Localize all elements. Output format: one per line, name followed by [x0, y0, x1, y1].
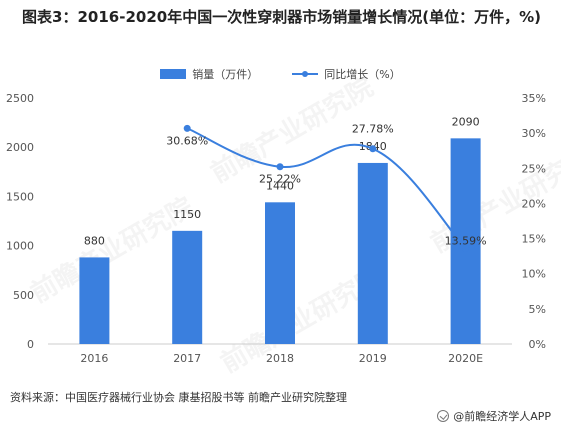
growth-data-label: 25.22% — [259, 173, 301, 186]
y-left-tick-label: 1000 — [6, 240, 34, 253]
growth-data-label: 27.78% — [352, 123, 394, 136]
y-right-tick-label: 25% — [522, 162, 546, 175]
legend-line-label: 同比增长（%） — [324, 68, 401, 81]
legend-item-line: 同比增长（%） — [292, 66, 401, 82]
bar-data-label: 2090 — [452, 115, 480, 128]
y-right-tick-label: 15% — [522, 233, 546, 246]
y-right-tick-label: 10% — [522, 268, 546, 281]
source-note: 资料来源：中国医疗器械行业协会 康基招股书等 前瞻产业研究院整理 — [10, 391, 347, 404]
growth-point — [462, 244, 470, 252]
x-tick-label: 2018 — [266, 352, 294, 365]
y-left-tick-label: 2500 — [6, 92, 34, 105]
x-tick-label: 2020E — [448, 352, 483, 365]
growth-data-label: 30.68% — [166, 134, 208, 147]
y-left-tick-label: 500 — [13, 289, 34, 302]
growth-data-label: 13.59% — [445, 234, 487, 247]
legend-line-swatch — [292, 71, 319, 77]
growth-line — [186, 127, 467, 250]
y-right-tick-label: 5% — [529, 303, 546, 316]
y-left-tick-label: 1500 — [6, 190, 34, 203]
bar — [357, 162, 388, 344]
bar-data-label: 880 — [84, 234, 105, 247]
x-tick-label: 2017 — [173, 352, 201, 365]
x-tick-label: 2019 — [359, 352, 387, 365]
legend-bar-label: 销量（万件） — [192, 68, 259, 81]
chart-title: 图表3：2016-2020年中国一次性穿刺器市场销量增长情况(单位：万件，%) — [22, 8, 541, 26]
growth-point — [183, 124, 191, 132]
growth-point — [369, 145, 377, 153]
legend-bar-swatch — [160, 69, 187, 79]
y-right-tick-label: 35% — [522, 92, 546, 105]
legend-item-bar: 销量（万件） — [160, 66, 258, 82]
brand-logo-icon — [437, 410, 450, 422]
bar — [79, 257, 110, 344]
bar-data-label: 1440 — [266, 179, 294, 192]
y-left-tick-label: 0 — [27, 338, 34, 351]
y-right-tick-label: 0% — [529, 338, 546, 351]
bar-data-label: 1150 — [173, 208, 201, 221]
brand-credit: @前瞻经济学人APP — [437, 408, 551, 424]
brand-credit-text: @前瞻经济学人APP — [453, 410, 551, 423]
y-right-tick-label: 20% — [522, 197, 546, 210]
y-left-tick-label: 2000 — [6, 141, 34, 154]
x-tick-label: 2016 — [80, 352, 108, 365]
growth-point — [276, 163, 284, 171]
chart-legend: 销量（万件） 同比增长（%） — [0, 65, 561, 83]
bar — [265, 202, 295, 344]
bar — [172, 230, 203, 344]
bar — [450, 138, 481, 344]
y-right-tick-label: 30% — [522, 127, 546, 140]
